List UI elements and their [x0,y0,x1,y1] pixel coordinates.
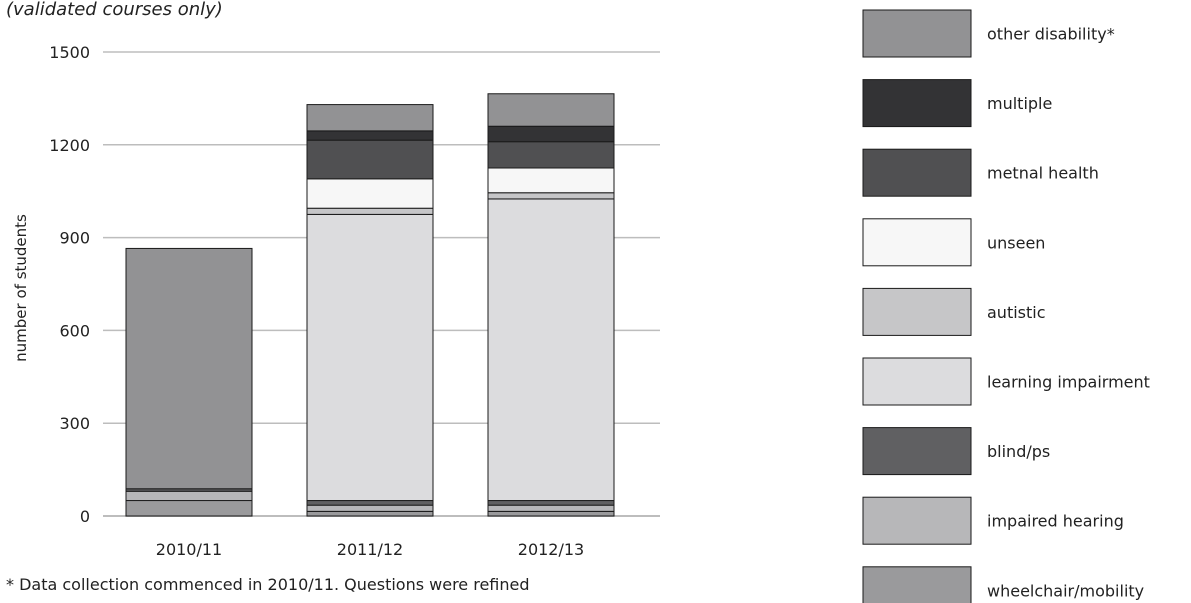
y-tick-label: 300 [59,414,90,433]
legend-swatch [863,428,971,475]
bar-segment-impaired-hearing [488,505,614,511]
legend-item-learning-impairment: learning impairment [863,358,1150,405]
y-tick-label: 900 [59,229,90,248]
bar-segment-multiple [488,126,614,141]
bar-segment-metnal-health [307,140,433,179]
bar-segment-unseen [488,168,614,193]
legend-swatch [863,497,971,544]
legend-label: unseen [987,233,1045,252]
y-tick-label: 1200 [49,136,90,155]
legend-swatch [863,219,971,266]
legend-item-metnal-health: metnal health [863,149,1099,196]
legend-item-wheelchair-mobility: wheelchair/mobility [863,567,1144,603]
bar-segment-other-disability [126,248,252,488]
legend-item-multiple: multiple [863,80,1052,127]
legend-label: learning impairment [987,373,1150,392]
legend-item-other-disability: other disability* [863,10,1115,57]
bar-segment-wheelchair-mobility [307,511,433,516]
bar-segment-other-disability [488,94,614,126]
bar-segment-autistic [307,208,433,214]
stacked-bars [126,94,614,516]
legend-swatch [863,358,971,405]
legend-swatch [863,288,971,335]
legend-label: other disability* [987,25,1115,44]
bar-segment-blind-ps [307,501,433,506]
x-tick-label: 2011/12 [337,540,403,559]
y-tick-labels: 0 300 600 900 1200 1500 [49,43,90,526]
y-axis-label: number of students [12,214,30,362]
bar-segment-other-disability [307,105,433,131]
y-tick-label: 0 [80,507,90,526]
bar-segment-metnal-health [488,142,614,168]
bar-segment-unseen [307,179,433,208]
y-tick-label: 1500 [49,43,90,62]
legend-swatch [863,80,971,127]
legend-swatch [863,149,971,196]
legend-item-autistic: autistic [863,288,1046,335]
bar-segment-wheelchair-mobility [488,511,614,516]
legend-label: multiple [987,94,1052,113]
x-tick-label: 2012/13 [518,540,584,559]
bar-segment-impaired-hearing [307,505,433,511]
legend-item-impaired-hearing: impaired hearing [863,497,1124,544]
legend-label: wheelchair/mobility [987,581,1144,600]
footnote: * Data collection commenced in 2010/11. … [6,575,530,594]
bar-segment-learning-impairment [307,214,433,500]
x-tick-label: 2010/11 [156,540,222,559]
bar-segment-multiple [307,131,433,140]
legend-label: blind/ps [987,442,1050,461]
legend-swatch [863,567,971,603]
legend-item-blind-ps: blind/ps [863,428,1050,475]
bar-segment-autistic [488,193,614,199]
legend-swatch [863,10,971,57]
bar-segment-blind-ps [488,501,614,506]
bar-segment-wheelchair-mobility [126,501,252,516]
legend-label: autistic [987,303,1046,322]
y-tick-label: 600 [59,321,90,340]
bar-segment-impaired-hearing [126,491,252,500]
x-tick-labels: 2010/11 2011/12 2012/13 [156,540,584,559]
legend-label: metnal health [987,164,1099,183]
bar-segment-learning-impairment [488,199,614,501]
legend-item-unseen: unseen [863,219,1045,266]
chart-subtitle: (validated courses only) [6,0,223,20]
legend-label: impaired hearing [987,512,1124,531]
legend: other disability* multiple metnal health un… [863,10,1150,603]
